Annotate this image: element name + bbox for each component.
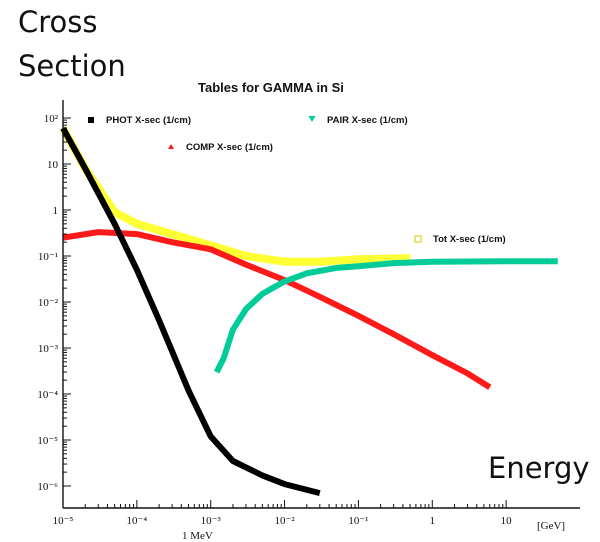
- legend-label: PHOT X-sec (1/cm): [106, 115, 191, 126]
- axis-ticks: 10⁻⁵ 10⁻⁴ 10⁻³ 10⁻² 10⁻¹ 1 10 10² 10 1 10⁻¹ 10⁻² 10⁻…: [37, 113, 512, 527]
- y-tick-label: 10²: [44, 113, 59, 125]
- y-tick-label: 10⁻³: [38, 343, 59, 355]
- x-axis-marker-1mev: 1 MeV: [182, 530, 213, 542]
- legend-item-2: PAIR X-sec (1/cm): [308, 115, 408, 126]
- legend-label: Tot X-sec (1/cm): [433, 234, 506, 245]
- x-tick-label: 10⁻⁴: [127, 515, 148, 527]
- y-tick-label: 10: [47, 159, 59, 171]
- x-tick-label: 10⁻⁵: [53, 515, 74, 527]
- series-line-2: [213, 258, 558, 374]
- y-tick-label: 10⁻²: [38, 297, 59, 309]
- legend-item-0: PHOT X-sec (1/cm): [88, 115, 191, 126]
- y-tick-label: 1: [53, 205, 59, 217]
- x-tick-label: 1: [430, 515, 436, 527]
- legend-marker: [414, 235, 422, 243]
- series-line-3: [59, 126, 411, 266]
- y-tick-label: 10⁻⁴: [37, 389, 58, 401]
- series-line-0: [60, 126, 321, 497]
- y-axis-label-line2: Section: [18, 49, 126, 83]
- legend: PHOT X-sec (1/cm) COMP X-sec (1/cm) PAIR X…: [88, 115, 506, 245]
- legend-label: COMP X-sec (1/cm): [186, 142, 273, 153]
- legend-label: PAIR X-sec (1/cm): [327, 115, 408, 126]
- legend-marker: [88, 117, 94, 123]
- chart-title: Tables for GAMMA in Si: [198, 80, 344, 95]
- y-tick-label: 10⁻⁶: [37, 481, 58, 493]
- legend-marker: [168, 144, 174, 149]
- legend-item-1: COMP X-sec (1/cm): [168, 142, 273, 153]
- y-tick-label: 10⁻⁵: [37, 435, 58, 447]
- y-tick-label: 10⁻¹: [38, 251, 58, 263]
- curves: [59, 126, 558, 497]
- legend-item-3: Tot X-sec (1/cm): [414, 234, 506, 245]
- x-tick-label: 10⁻¹: [348, 515, 368, 527]
- x-tick-label: 10⁻³: [201, 515, 222, 527]
- y-axis-label-line1: Cross: [18, 5, 98, 39]
- x-tick-label: 10⁻²: [275, 515, 296, 527]
- legend-marker: [308, 116, 316, 122]
- x-axis-label: Energy: [488, 451, 590, 485]
- x-tick-label: 10: [501, 515, 513, 527]
- x-axis-unit: [GeV]: [537, 520, 565, 532]
